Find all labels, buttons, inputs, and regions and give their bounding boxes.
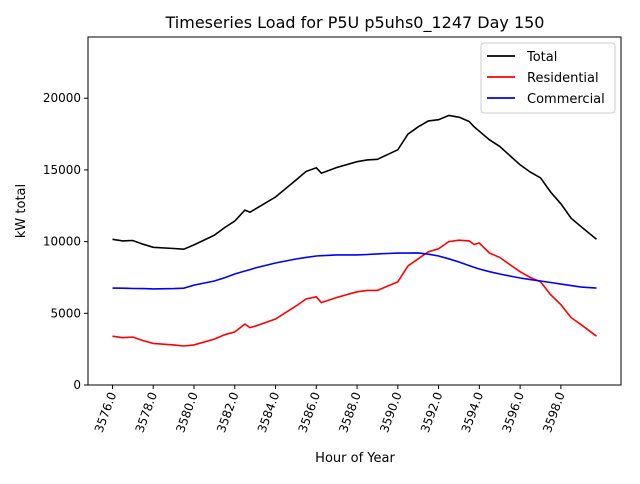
x-tick-label: 3594.0 — [459, 390, 487, 434]
x-tick-label: 3596.0 — [499, 390, 527, 434]
x-tick-label: 3592.0 — [418, 390, 446, 434]
y-tick-label: 15000 — [43, 163, 81, 177]
chart-title: Timeseries Load for P5U p5uhs0_1247 Day … — [165, 13, 545, 33]
x-axis: 3576.0 3578.0 3580.0 3582.0 3584.0 3586.0 3588… — [92, 385, 568, 434]
x-tick-label: 3584.0 — [255, 390, 283, 434]
y-axis: 0 5000 10000 15000 20000 — [43, 91, 88, 392]
legend-box — [480, 42, 616, 114]
y-tick-label: 20000 — [43, 91, 81, 105]
series-line-residential — [112, 239, 597, 347]
x-tick-label: 3598.0 — [540, 390, 568, 434]
legend-label: Commercial — [527, 92, 605, 107]
x-tick-label: 3586.0 — [296, 390, 324, 434]
series-line-commercial — [112, 252, 597, 290]
x-tick-label: 3588.0 — [336, 390, 364, 434]
legend-label: Total — [526, 50, 557, 65]
axes-frame — [87, 36, 622, 386]
plot-area — [112, 114, 598, 347]
x-tick-label: 3580.0 — [173, 390, 201, 434]
x-tick-label: 3576.0 — [92, 390, 120, 434]
x-axis-label: Hour of Year — [315, 451, 395, 466]
x-tick-label: 3578.0 — [133, 390, 161, 434]
y-tick-label: 0 — [73, 378, 81, 392]
y-tick-label: 10000 — [43, 235, 81, 249]
legend: Total Residential Commercial — [480, 42, 616, 114]
legend-label: Residential — [527, 71, 599, 86]
y-axis-label: kW total — [14, 184, 29, 238]
series-line-total — [112, 114, 598, 251]
x-tick-label: 3582.0 — [214, 390, 242, 434]
x-tick-label: 3590.0 — [377, 390, 405, 434]
y-tick-label: 5000 — [50, 306, 81, 320]
